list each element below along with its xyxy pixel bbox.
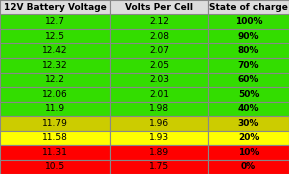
Text: 1.93: 1.93 bbox=[149, 133, 169, 142]
Bar bbox=[110, 44, 208, 58]
Text: 10.5: 10.5 bbox=[45, 162, 65, 171]
Bar bbox=[208, 29, 289, 44]
Text: State of charge: State of charge bbox=[209, 3, 288, 12]
Bar bbox=[208, 145, 289, 160]
Text: 12V Battery Voltage: 12V Battery Voltage bbox=[3, 3, 106, 12]
Text: 11.79: 11.79 bbox=[42, 119, 68, 128]
Bar bbox=[0, 116, 110, 130]
Text: 70%: 70% bbox=[238, 61, 259, 70]
Bar bbox=[0, 44, 110, 58]
Bar bbox=[208, 116, 289, 130]
Bar bbox=[208, 130, 289, 145]
Bar bbox=[208, 87, 289, 101]
Bar bbox=[110, 87, 208, 101]
Text: 30%: 30% bbox=[238, 119, 259, 128]
Bar bbox=[110, 58, 208, 73]
Text: 90%: 90% bbox=[238, 32, 259, 41]
Text: 60%: 60% bbox=[238, 75, 259, 84]
Bar bbox=[208, 101, 289, 116]
Bar bbox=[110, 145, 208, 160]
Bar bbox=[0, 145, 110, 160]
Text: Volts Per Cell: Volts Per Cell bbox=[125, 3, 193, 12]
Text: 80%: 80% bbox=[238, 46, 259, 55]
Bar bbox=[0, 0, 110, 14]
Bar bbox=[0, 130, 110, 145]
Text: 50%: 50% bbox=[238, 90, 259, 99]
Text: 1.89: 1.89 bbox=[149, 148, 169, 157]
Bar bbox=[208, 14, 289, 29]
Text: 10%: 10% bbox=[238, 148, 259, 157]
Bar bbox=[208, 160, 289, 174]
Bar bbox=[0, 14, 110, 29]
Text: 12.06: 12.06 bbox=[42, 90, 68, 99]
Text: 2.12: 2.12 bbox=[149, 17, 169, 26]
Bar bbox=[110, 116, 208, 130]
Bar bbox=[110, 130, 208, 145]
Bar bbox=[110, 0, 208, 14]
Text: 2.03: 2.03 bbox=[149, 75, 169, 84]
Text: 20%: 20% bbox=[238, 133, 259, 142]
Bar bbox=[110, 29, 208, 44]
Bar bbox=[0, 58, 110, 73]
Text: 12.2: 12.2 bbox=[45, 75, 65, 84]
Text: 11.58: 11.58 bbox=[42, 133, 68, 142]
Text: 12.7: 12.7 bbox=[45, 17, 65, 26]
Bar bbox=[0, 73, 110, 87]
Text: 2.08: 2.08 bbox=[149, 32, 169, 41]
Bar bbox=[0, 101, 110, 116]
Text: 2.05: 2.05 bbox=[149, 61, 169, 70]
Bar bbox=[208, 73, 289, 87]
Bar bbox=[0, 87, 110, 101]
Text: 1.75: 1.75 bbox=[149, 162, 169, 171]
Text: 2.01: 2.01 bbox=[149, 90, 169, 99]
Text: 0%: 0% bbox=[241, 162, 256, 171]
Bar bbox=[110, 73, 208, 87]
Bar bbox=[110, 14, 208, 29]
Text: 11.31: 11.31 bbox=[42, 148, 68, 157]
Bar bbox=[208, 44, 289, 58]
Text: 1.98: 1.98 bbox=[149, 104, 169, 113]
Text: 12.5: 12.5 bbox=[45, 32, 65, 41]
Text: 2.07: 2.07 bbox=[149, 46, 169, 55]
Text: 11.9: 11.9 bbox=[45, 104, 65, 113]
Text: 1.96: 1.96 bbox=[149, 119, 169, 128]
Text: 12.32: 12.32 bbox=[42, 61, 68, 70]
Bar bbox=[208, 0, 289, 14]
Bar bbox=[0, 160, 110, 174]
Text: 12.42: 12.42 bbox=[42, 46, 68, 55]
Bar bbox=[208, 58, 289, 73]
Bar bbox=[110, 101, 208, 116]
Text: 40%: 40% bbox=[238, 104, 259, 113]
Text: 100%: 100% bbox=[235, 17, 262, 26]
Bar bbox=[110, 160, 208, 174]
Bar bbox=[0, 29, 110, 44]
